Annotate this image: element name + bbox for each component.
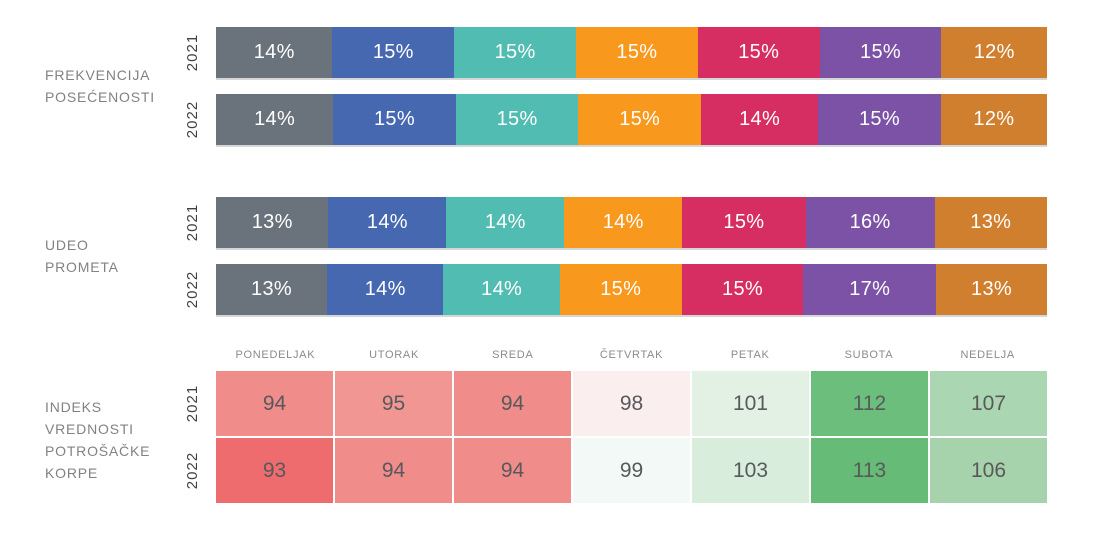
heatmap-cell-sreda-2022: 94 (454, 438, 573, 503)
section-udeo-prometa: UDEO PROMETA 2021 13% 14% 14% 14% 15% 16% 13% 20… (0, 197, 1116, 315)
bar-segment-sreda: 15% (454, 27, 576, 78)
year-label: 2022 (184, 451, 202, 490)
udeo-prometa-row-2022: 2022 13% 14% 14% 15% 15% 17% 13% (170, 264, 1116, 315)
bar-segment-cetvrtak: 14% (564, 197, 683, 248)
frekvencija-posecenosti-bar-2022: 14% 15% 15% 15% 14% 15% 12% (216, 94, 1048, 145)
heatmap-cells-2021: 94 95 94 98 101 112 107 (216, 371, 1047, 436)
bar-segment-sreda: 15% (455, 94, 579, 145)
heatmap-cells-2022: 93 94 94 99 103 113 106 (216, 438, 1047, 503)
section-label-line: VREDNOSTI (45, 420, 134, 437)
bar-segment-ponedeljak: 13% (216, 197, 329, 248)
bar-segment-subota: 17% (803, 264, 936, 315)
bar-segment-utorak: 14% (327, 264, 444, 315)
indeks-vrednosti-potrosacke-korpe-row-2021: 2021 94 95 94 98 101 112 107 (170, 371, 1116, 436)
day-header-petak: PETAK (730, 349, 770, 361)
heatmap-cell-ponedeljak-2021: 94 (216, 371, 335, 436)
heatmap-cell-petak-2021: 101 (692, 371, 811, 436)
bar-segment-petak: 15% (681, 264, 804, 315)
day-header-ponedeljak: PONEDELJAK (235, 349, 316, 361)
section-label-line: FREKVENCIJA (45, 67, 151, 83)
bar-segment-nedelja: 13% (936, 264, 1048, 315)
year-cell-2022: 2022 (170, 264, 216, 315)
section-label-indeks: INDEKS VREDNOSTI POTROŠAČKE KORPE (0, 349, 170, 503)
heatmap-cell-nedelja-2021: 107 (930, 371, 1047, 436)
section-label-frekvencija: FREKVENCIJA POSEĆENOSTI (0, 27, 170, 145)
day-header-sreda: SREDA (492, 349, 534, 361)
heatmap-cell-utorak-2022: 94 (335, 438, 454, 503)
udeo-prometa-bar-2021: 13% 14% 14% 14% 15% 16% 13% (216, 197, 1047, 248)
year-cell-2022: 2022 (170, 438, 216, 503)
heatmap-cell-cetvrtak-2022: 99 (573, 438, 692, 503)
bar-segment-ponedeljak: 14% (216, 94, 334, 145)
year-label: 2021 (184, 203, 202, 242)
bar-segment-utorak: 15% (333, 94, 456, 145)
heatmap-cell-petak-2022: 103 (692, 438, 811, 503)
bar-segment-petak: 14% (700, 94, 819, 145)
indeks-vrednosti-potrosacke-korpe-row-2022: 2022 93 94 94 99 103 113 106 (170, 438, 1116, 503)
heatmap-cell-sreda-2021: 94 (454, 371, 573, 436)
year-cell-2021: 2021 (170, 371, 216, 436)
day-header-cetvrtak: ČETVRTAK (599, 349, 664, 361)
section-frekvencija-posecenosti: FREKVENCIJA POSEĆENOSTI 2021 14% 15% 15% 15%… (0, 27, 1116, 145)
year-label: 2021 (184, 33, 202, 72)
section-label-line: POSEĆENOSTI (45, 89, 155, 105)
bar-segment-nedelja: 12% (941, 27, 1048, 78)
section-label-line: PROMETA (45, 259, 119, 275)
section-indeks-vrednosti: INDEKS VREDNOSTI POTROŠAČKE KORPE PONEDE… (0, 349, 1116, 503)
bar-segment-nedelja: 13% (934, 197, 1047, 248)
heatmap-cell-subota-2021: 112 (811, 371, 930, 436)
bar-segment-ponedeljak: 13% (216, 264, 328, 315)
bar-segment-petak: 15% (682, 197, 806, 248)
year-cell-2022: 2022 (170, 94, 216, 145)
bar-segment-sreda: 14% (443, 264, 560, 315)
frekvencija-posecenosti-bar-2021: 14% 15% 15% 15% 15% 15% 12% (216, 27, 1048, 78)
bar-segment-ponedeljak: 14% (216, 27, 333, 78)
year-cell-2021: 2021 (170, 197, 216, 248)
bar-rows-udeo-prometa: 2021 13% 14% 14% 14% 15% 16% 13% 2022 13% 14% 14% 15… (170, 197, 1116, 315)
udeo-prometa-row-2021: 2021 13% 14% 14% 14% 15% 16% 13% (170, 197, 1116, 248)
heatmap-cell-utorak-2021: 95 (335, 371, 454, 436)
heatmap-rows: 2021 94 95 94 98 101 112 107 2022 93 94 94 99 103 113 1… (170, 371, 1116, 503)
bar-segment-cetvrtak: 15% (559, 264, 682, 315)
day-header-row: PONEDELJAK UTORAK SREDA ČETVRTAK PETAK S… (216, 349, 1047, 361)
bar-rows-frekvencija: 2021 14% 15% 15% 15% 15% 15% 12% 2022 14% 15% 15% 15… (170, 27, 1116, 145)
bar-segment-cetvrtak: 15% (576, 27, 698, 78)
year-label: 2021 (184, 384, 202, 423)
section-label-line: UDEO (45, 237, 89, 253)
heatmap-cell-ponedeljak-2022: 93 (216, 438, 335, 503)
section-label-line: POTROŠAČKE (45, 442, 151, 459)
bar-segment-petak: 15% (697, 27, 820, 78)
bar-segment-cetvrtak: 15% (578, 94, 701, 145)
year-cell-2021: 2021 (170, 27, 216, 78)
udeo-prometa-bar-2022: 13% 14% 14% 15% 15% 17% 13% (216, 264, 1048, 315)
section-label-line: INDEKS (45, 398, 102, 415)
day-header-subota: SUBOTA (844, 349, 894, 361)
heatmap-cell-nedelja-2022: 106 (930, 438, 1047, 503)
year-label: 2022 (184, 270, 202, 309)
bar-segment-utorak: 15% (332, 27, 455, 78)
frekvencija-posecenosti-row-2021: 2021 14% 15% 15% 15% 15% 15% 12% (170, 27, 1116, 78)
frekvencija-posecenosti-row-2022: 2022 14% 15% 15% 15% 14% 15% 12% (170, 94, 1116, 145)
day-header-utorak: UTORAK (369, 349, 419, 361)
bar-segment-subota: 15% (819, 27, 942, 78)
bar-segment-utorak: 14% (328, 197, 447, 248)
bar-segment-subota: 16% (805, 197, 935, 248)
heatmap-cell-subota-2022: 113 (811, 438, 930, 503)
section-label-udeo-prometa: UDEO PROMETA (0, 197, 170, 315)
day-header-nedelja: NEDELJA (960, 349, 1015, 361)
bar-segment-sreda: 14% (446, 197, 565, 248)
heatmap-area: PONEDELJAK UTORAK SREDA ČETVRTAK PETAK S… (170, 349, 1116, 503)
heatmap-cell-cetvrtak-2021: 98 (573, 371, 692, 436)
section-label-line: KORPE (45, 464, 99, 481)
year-label: 2022 (184, 100, 202, 139)
bar-segment-nedelja: 12% (940, 94, 1048, 145)
bar-segment-subota: 15% (818, 94, 941, 145)
